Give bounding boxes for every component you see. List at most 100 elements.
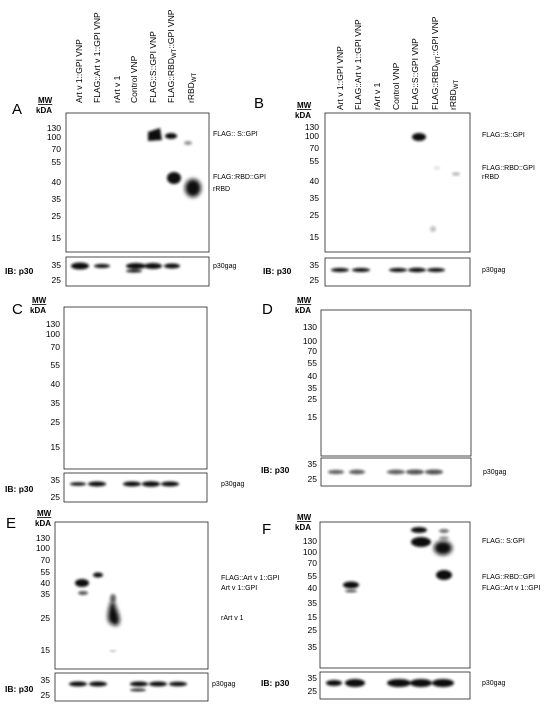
lane-header: FLAG::Art v 1::GPI VNP xyxy=(353,19,363,110)
mw-marker: 100 xyxy=(305,131,319,141)
lane-header: FLAG::RBDWT::GPI VNP xyxy=(166,9,178,103)
ib-strip: IB: p30 35 25 p30gag xyxy=(261,671,505,700)
band-faint xyxy=(110,650,116,652)
mw-marker: 70 xyxy=(308,558,318,568)
band-p30 xyxy=(387,679,411,687)
band-p30 xyxy=(88,481,106,487)
p30-label: p30gag xyxy=(482,267,505,274)
band-rart-v1 xyxy=(108,600,120,626)
annotation: FLAG::RBD::GPI xyxy=(482,165,535,172)
lane-header: FLAG::S::GPI VNP xyxy=(410,38,420,110)
band-p30 xyxy=(123,481,141,487)
band-s-gpi-faint xyxy=(439,536,449,540)
mw-marker: 100 xyxy=(303,336,317,346)
mw-marker: 15 xyxy=(310,232,320,242)
mw-label: MW xyxy=(297,296,312,305)
mw-marker: 40 xyxy=(41,578,51,588)
mw-marker: 35 xyxy=(308,673,318,683)
mw-marker: 25 xyxy=(51,417,61,427)
mw-marker: 100 xyxy=(46,329,60,339)
band-rbd-gpi xyxy=(167,172,181,184)
mw-marker: 130 xyxy=(36,533,50,543)
mw-marker: 35 xyxy=(310,193,320,203)
ib-label: IB: p30 xyxy=(5,484,34,494)
mw-marker: 25 xyxy=(51,492,61,502)
mw-label: MW xyxy=(38,96,53,105)
mw-ticks: 130 100 70 55 40 35 15 25 35 xyxy=(303,536,317,652)
panel-letter: F xyxy=(262,521,271,538)
mw-marker: 25 xyxy=(41,690,51,700)
band-s-gpi-faint xyxy=(439,529,449,533)
mw-marker: 70 xyxy=(41,555,51,565)
band-p30 xyxy=(345,679,365,687)
band-p30 xyxy=(432,679,454,687)
lane-header: rRBDWT xyxy=(186,73,198,103)
bands xyxy=(148,128,201,197)
lane-header: FLAG::S::GPI VNP xyxy=(148,31,158,103)
mw-marker: 100 xyxy=(303,547,317,557)
mw-marker: 130 xyxy=(303,536,317,546)
band-p30 xyxy=(130,688,146,692)
kda-label: kDA xyxy=(36,106,52,115)
mw-marker: 25 xyxy=(308,394,318,404)
mw-marker: 15 xyxy=(51,442,61,452)
annotations: FLAG::Art v 1::GPI Art v 1::GPI rArt v 1 xyxy=(221,575,279,622)
annotations: FLAG:: S:GPI FLAG::RBD::GPI FLAG::Art v … xyxy=(482,538,540,592)
mw-marker: 35 xyxy=(51,475,61,485)
ib-strip: IB: p30 35 25 p30gag xyxy=(5,256,236,287)
band-p30 xyxy=(70,482,86,486)
band-flag-art-v1-gpi xyxy=(343,581,359,589)
mw-marker: 55 xyxy=(41,567,51,577)
band-p30 xyxy=(326,680,342,686)
band-s-gpi xyxy=(148,128,162,141)
band-s-gpi xyxy=(411,537,431,547)
band-p30 xyxy=(427,268,445,272)
mw-marker: 35 xyxy=(51,398,61,408)
band-p30 xyxy=(331,268,349,272)
band-p30 xyxy=(408,267,426,273)
band-p30 xyxy=(387,469,405,475)
subscript: WT xyxy=(436,55,442,65)
subscript: WT xyxy=(192,73,198,83)
mw-marker: 55 xyxy=(310,156,320,166)
mw-marker: 130 xyxy=(46,319,60,329)
blot-frame xyxy=(63,472,208,503)
band-p30 xyxy=(169,681,187,687)
band-p30 xyxy=(161,481,179,487)
mw-marker: 130 xyxy=(47,123,61,133)
blot-frame xyxy=(324,112,471,253)
annotations: FLAG::S::GPI FLAG::RBD::GPI rRBD xyxy=(482,132,535,181)
mw-marker: 35 xyxy=(52,194,62,204)
band-s-gpi-3 xyxy=(184,141,192,145)
mw-marker: 15 xyxy=(308,412,318,422)
panel-b: B MW kDA 130 100 70 55 40 35 25 15 FLAG:… xyxy=(254,95,535,287)
mw-marker: 35 xyxy=(41,589,51,599)
mw-marker: 55 xyxy=(51,360,61,370)
band-faint xyxy=(434,166,440,170)
band-p30 xyxy=(130,681,148,687)
subscript: WT xyxy=(454,80,460,90)
mw-marker: 25 xyxy=(52,211,62,221)
mw-marker: 100 xyxy=(47,132,61,142)
ib-strip: IB: p30 35 25 p30gag xyxy=(261,457,506,487)
band-art-v1-gpi xyxy=(78,591,88,595)
band-rbd-gpi xyxy=(436,570,452,580)
band-p30 xyxy=(406,469,424,475)
panel-a: A MW kDA 130 100 70 55 40 35 25 15 FLAG:… xyxy=(5,96,266,287)
p30-label: p30gag xyxy=(221,481,244,488)
band-faint xyxy=(430,226,436,232)
p30-label: p30gag xyxy=(483,469,506,476)
mw-ticks: 130 100 70 55 40 35 25 15 xyxy=(46,319,60,452)
mw-label: MW xyxy=(297,101,312,110)
p30-label: p30gag xyxy=(213,263,236,270)
p30-label: p30gag xyxy=(482,680,505,687)
ib-label: IB: p30 xyxy=(261,465,290,475)
mw-marker: 55 xyxy=(308,358,318,368)
annotation: rRBD xyxy=(482,174,499,181)
band-p30 xyxy=(352,268,370,272)
ib-label: IB: p30 xyxy=(5,266,34,276)
lane-header: Control VNP xyxy=(129,55,139,103)
ib-label: IB: p30 xyxy=(261,678,290,688)
band-p30 xyxy=(425,469,443,475)
annotation: FLAG::S::GPI xyxy=(482,132,525,139)
